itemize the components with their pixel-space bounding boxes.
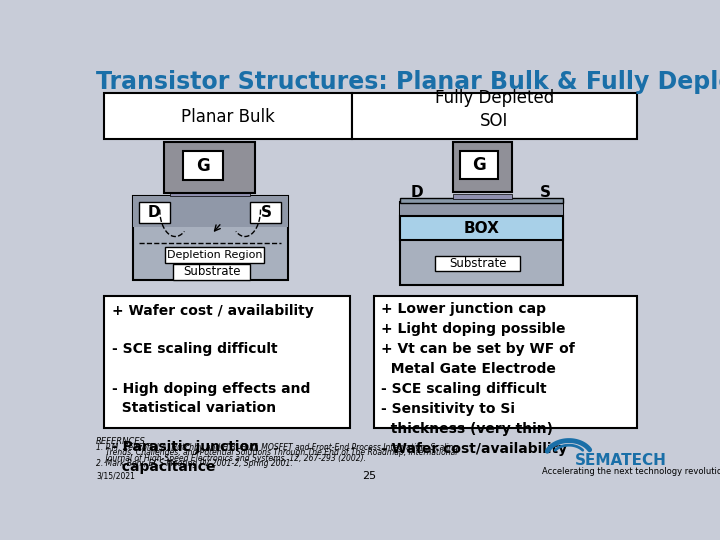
Text: G: G	[472, 156, 486, 174]
Text: G: G	[197, 157, 210, 174]
Text: D: D	[410, 185, 423, 200]
Text: BOX: BOX	[464, 220, 499, 235]
Bar	[163, 142, 255, 193]
Text: 3/15/2021: 3/15/2021	[96, 471, 135, 481]
Bar	[374, 296, 637, 428]
Bar	[165, 247, 264, 262]
Text: + Wafer cost / availability

- SCE scaling difficult

- High doping effects and
: + Wafer cost / availability - SCE scalin…	[112, 303, 313, 474]
Bar	[435, 256, 520, 271]
Text: 1. P.M. Zeitzoff, J.A. Hutchby and H.R. Huff, MOSFET and Front-End Process Integ: 1. P.M. Zeitzoff, J.A. Hutchby and H.R. …	[96, 443, 459, 452]
Text: Trends, Challenges, and Potential Solutions Through The End of The Roadmap, Inte: Trends, Challenges, and Potential Soluti…	[96, 448, 458, 457]
Bar	[453, 142, 512, 192]
Text: S: S	[540, 185, 552, 200]
Text: Journal of High-Speed Electronics and Systems, 12, 267-293 (2002).: Journal of High-Speed Electronics and Sy…	[96, 454, 366, 463]
Bar	[352, 92, 637, 139]
Text: S: S	[261, 205, 271, 220]
Text: Transistor Structures: Planar Bulk & Fully Depleted SOI: Transistor Structures: Planar Bulk & Ful…	[96, 70, 720, 94]
Text: + Lower junction cap
+ Light doping possible
+ Vt can be set by WF of
  Metal Ga: + Lower junction cap + Light doping poss…	[382, 302, 575, 456]
Bar	[104, 296, 351, 428]
Bar	[400, 198, 563, 202]
Text: Planar Bulk: Planar Bulk	[181, 108, 275, 126]
Text: SEMATECH: SEMATECH	[575, 453, 667, 468]
Bar	[453, 194, 512, 199]
Text: Substrate: Substrate	[183, 266, 240, 279]
Bar	[170, 193, 251, 197]
Bar	[132, 195, 287, 280]
Bar	[400, 202, 563, 285]
Bar	[139, 202, 170, 224]
Text: 2. Mark Bohr, ECS Meeting PV 2001-2, Spring 2001.: 2. Mark Bohr, ECS Meeting PV 2001-2, Spr…	[96, 459, 293, 468]
Bar	[251, 202, 282, 224]
Bar	[400, 202, 563, 215]
Bar	[461, 151, 498, 179]
Text: 25: 25	[362, 471, 376, 481]
Text: Accelerating the next technology revolution.: Accelerating the next technology revolut…	[542, 467, 720, 476]
Text: REFERNCES: REFERNCES	[96, 437, 146, 445]
Bar	[173, 264, 251, 280]
Bar	[104, 92, 352, 139]
Bar	[400, 215, 563, 240]
Text: D: D	[148, 205, 161, 220]
Bar	[183, 151, 223, 180]
Bar	[132, 195, 287, 226]
Text: Substrate: Substrate	[449, 257, 506, 270]
Text: Depletion Region: Depletion Region	[167, 250, 263, 260]
Text: Fully Depleted
SOI: Fully Depleted SOI	[435, 89, 554, 130]
